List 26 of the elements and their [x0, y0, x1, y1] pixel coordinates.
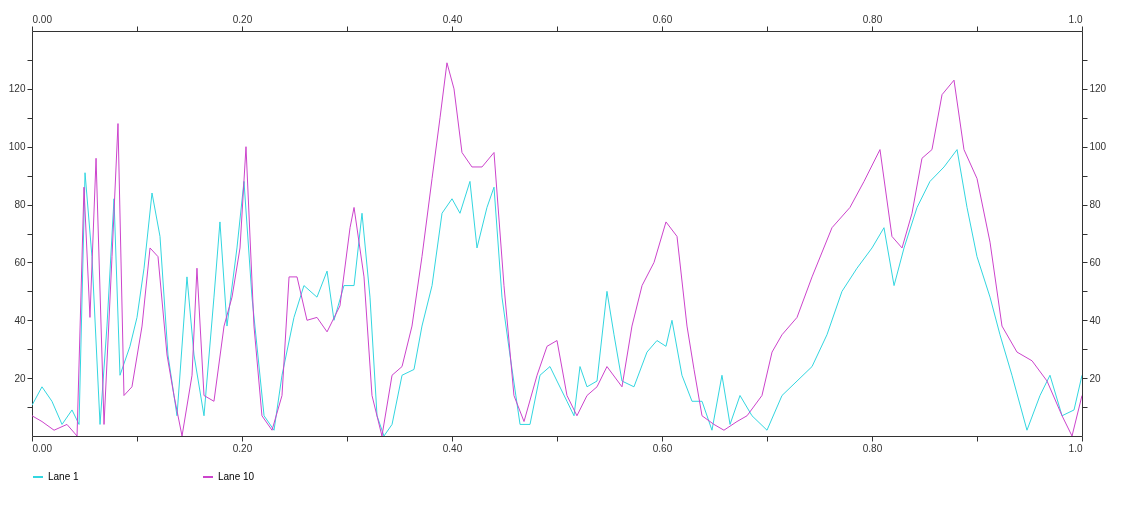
y-tick-label: 100: [8, 141, 26, 153]
y-tick-label: 80: [14, 199, 26, 211]
y-tick-label: 120: [8, 83, 26, 95]
y-tick-label: 20: [14, 372, 26, 384]
x2-tick-label: 0.40: [442, 13, 463, 25]
legend-label: Lane 1: [48, 471, 80, 482]
x2-tick-label: 1.0: [1068, 13, 1083, 25]
y-tick-label: 40: [14, 314, 26, 326]
x-tick-label: 0.20: [232, 442, 253, 454]
y2-tick-label: 100: [1089, 141, 1107, 153]
x-tick-label: 1.0: [1068, 442, 1083, 454]
x-tick-label: 0.40: [442, 442, 463, 454]
x2-tick-label: 0.60: [652, 13, 673, 25]
y2-tick-label: 40: [1089, 314, 1102, 326]
y2-tick-label: 20: [1089, 372, 1102, 384]
y-tick-label: 60: [14, 256, 26, 268]
x2-tick-label: 0.00: [32, 13, 53, 25]
x-tick-label: 0.60: [652, 442, 673, 454]
y2-tick-label: 80: [1089, 199, 1102, 211]
x-tick-label: 0.00: [32, 442, 53, 454]
x2-tick-label: 0.80: [862, 13, 883, 25]
x2-tick-label: 0.20: [232, 13, 253, 25]
y2-tick-label: 120: [1089, 83, 1107, 95]
legend-label: Lane 10: [218, 471, 255, 482]
x-tick-label: 0.80: [862, 442, 883, 454]
y2-tick-label: 60: [1089, 256, 1102, 268]
